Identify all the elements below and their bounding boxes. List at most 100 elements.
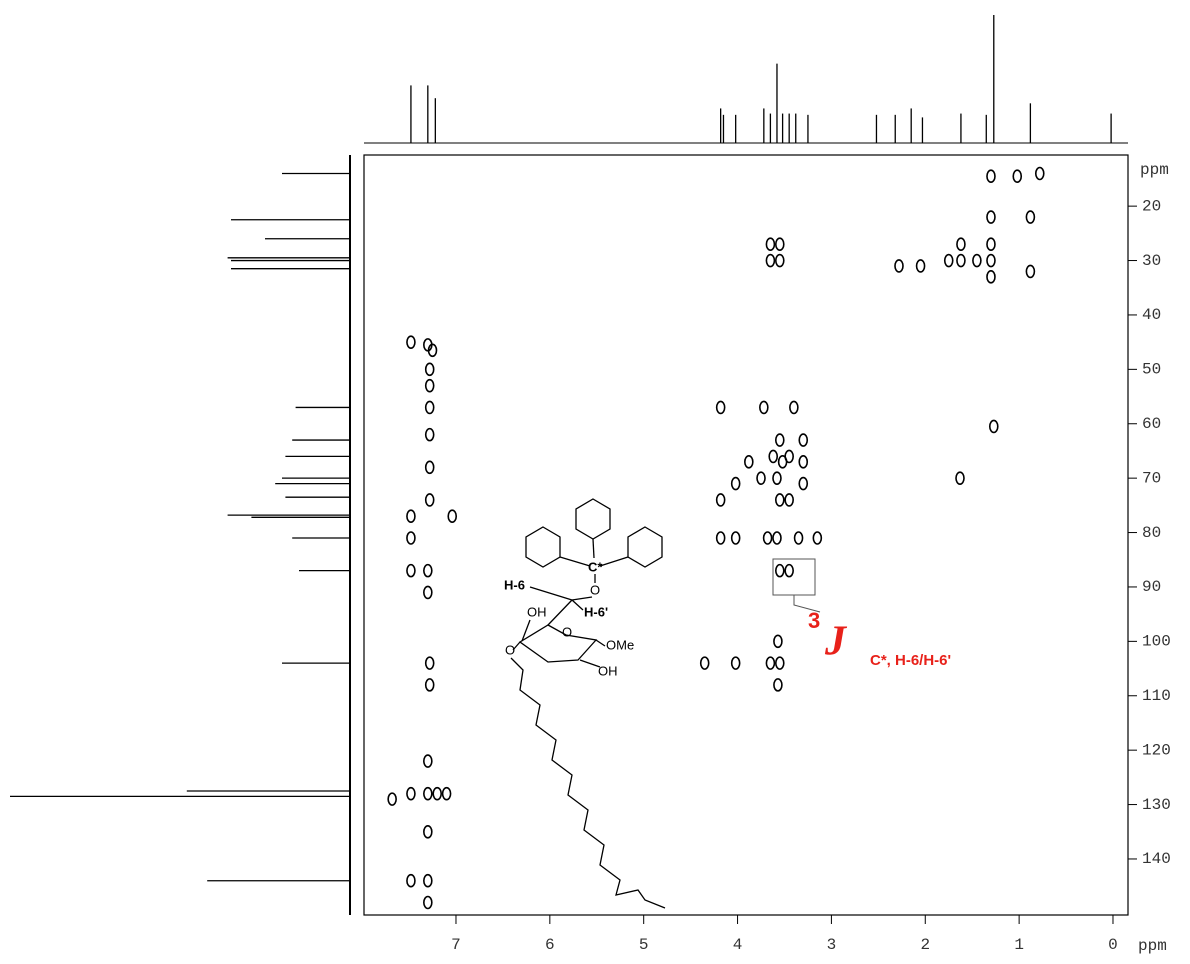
cross-peak [798, 476, 809, 491]
cross-peak [406, 786, 416, 801]
cross-peak [1034, 166, 1045, 181]
y-tick-label: 90 [1142, 578, 1161, 596]
cross-peak [699, 656, 710, 670]
cross-peak [765, 656, 776, 670]
cross-peak [986, 169, 996, 184]
cross-peak [772, 471, 782, 485]
y-tick-label: 110 [1142, 687, 1171, 705]
cross-peak [406, 335, 416, 349]
molecule [510, 498, 666, 909]
molecule-label: C* [588, 559, 603, 574]
x-tick-label: 7 [451, 936, 461, 954]
y-tick-label: 120 [1142, 741, 1171, 759]
cross-peak [798, 455, 809, 469]
cross-peak [988, 419, 999, 434]
cross-peak [406, 509, 416, 524]
coupling-subscript: C*, H-6/H-6' [870, 652, 951, 669]
coupling-symbol: J [824, 619, 848, 665]
cross-peak [986, 253, 996, 268]
y-tick-label: 130 [1142, 796, 1171, 814]
x-tick-label: 5 [639, 936, 649, 954]
cross-peak [447, 509, 458, 524]
cross-peak [715, 493, 726, 507]
cross-peak [784, 493, 794, 507]
y-tick-label: 140 [1142, 850, 1171, 868]
y-tick-label: 30 [1142, 252, 1161, 270]
y-tick-label: 20 [1142, 197, 1161, 215]
cross-peak [424, 460, 435, 475]
callout-line [793, 595, 821, 613]
cross-peak [759, 400, 769, 415]
cross-peak [773, 678, 783, 692]
cross-peak [1025, 210, 1036, 224]
cross-peak [956, 237, 966, 252]
cross-peak [774, 253, 785, 268]
cross-peak [715, 531, 726, 545]
cross-peak [774, 433, 785, 447]
x-tick-label: 0 [1108, 936, 1118, 954]
x-axis-label: ppm [1138, 937, 1167, 955]
y-axis-label: ppm [1140, 161, 1169, 179]
cross-peak [406, 531, 416, 545]
molecule-label: O [505, 642, 515, 657]
cross-peak [774, 656, 785, 670]
cross-peak [765, 253, 776, 268]
molecule-label: OH [527, 604, 547, 619]
y-tick-label: 80 [1142, 524, 1161, 542]
cross-peak [1012, 169, 1023, 184]
y-tick-label: 100 [1142, 633, 1171, 651]
cross-peak [915, 259, 926, 273]
molecule-label: H-6 [504, 577, 525, 592]
cross-peak [774, 493, 785, 507]
x-tick-label: 2 [920, 936, 930, 954]
cross-peak [777, 455, 788, 469]
cross-peak [432, 786, 443, 801]
cross-peak [955, 471, 965, 485]
cross-peak [423, 585, 433, 600]
cross-peak [894, 259, 904, 273]
cross-peak [441, 786, 452, 801]
cross-peak [424, 400, 435, 415]
cross-peak [423, 873, 433, 888]
cross-peak [730, 476, 741, 491]
coupling-superscript: 3 [808, 608, 820, 633]
x-tick-label: 3 [827, 936, 837, 954]
x-tick-label: 1 [1014, 936, 1024, 954]
y-tick-label: 60 [1142, 415, 1161, 433]
cross-peak [986, 237, 996, 252]
cross-peak [424, 678, 435, 692]
cross-peak [972, 253, 982, 268]
cross-peak [956, 253, 966, 268]
cross-peak [424, 362, 435, 377]
cross-peak [423, 563, 433, 578]
cross-peak [762, 531, 773, 545]
x-tick-label: 6 [545, 936, 555, 954]
cross-peak [730, 531, 741, 545]
cross-peak [715, 400, 726, 415]
cross-peak [424, 493, 435, 507]
x-tick-label: 4 [733, 936, 743, 954]
cross-peak [427, 343, 438, 358]
cross-peak [424, 378, 435, 393]
cross-peak [798, 433, 809, 447]
cross-peak [423, 824, 433, 839]
cross-peak [774, 237, 785, 252]
cross-peak [406, 563, 416, 578]
cross-peak [1025, 264, 1036, 279]
cross-peak [986, 210, 996, 224]
cross-peak [406, 873, 416, 888]
cross-peak [756, 471, 766, 485]
cross-peak [387, 792, 397, 806]
cross-peak [789, 400, 799, 415]
cross-peak [812, 531, 823, 545]
cross-peak [423, 895, 433, 910]
cross-peak [784, 563, 794, 578]
cross-peak [793, 531, 804, 545]
plot-frame [363, 154, 1129, 916]
cross-peak [765, 237, 776, 252]
cross-peak [423, 786, 433, 801]
molecule-label: O [562, 624, 572, 639]
cross-peak [773, 634, 783, 649]
cross-peak [772, 531, 782, 545]
